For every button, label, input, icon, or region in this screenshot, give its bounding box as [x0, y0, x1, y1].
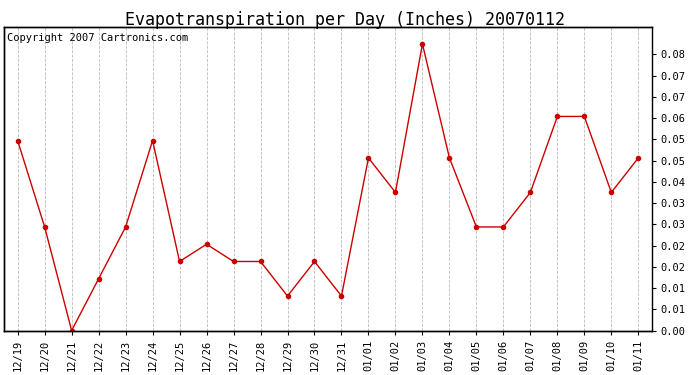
Text: Copyright 2007 Cartronics.com: Copyright 2007 Cartronics.com [8, 33, 188, 43]
Text: Evapotranspiration per Day (Inches) 20070112: Evapotranspiration per Day (Inches) 2007… [125, 11, 565, 29]
